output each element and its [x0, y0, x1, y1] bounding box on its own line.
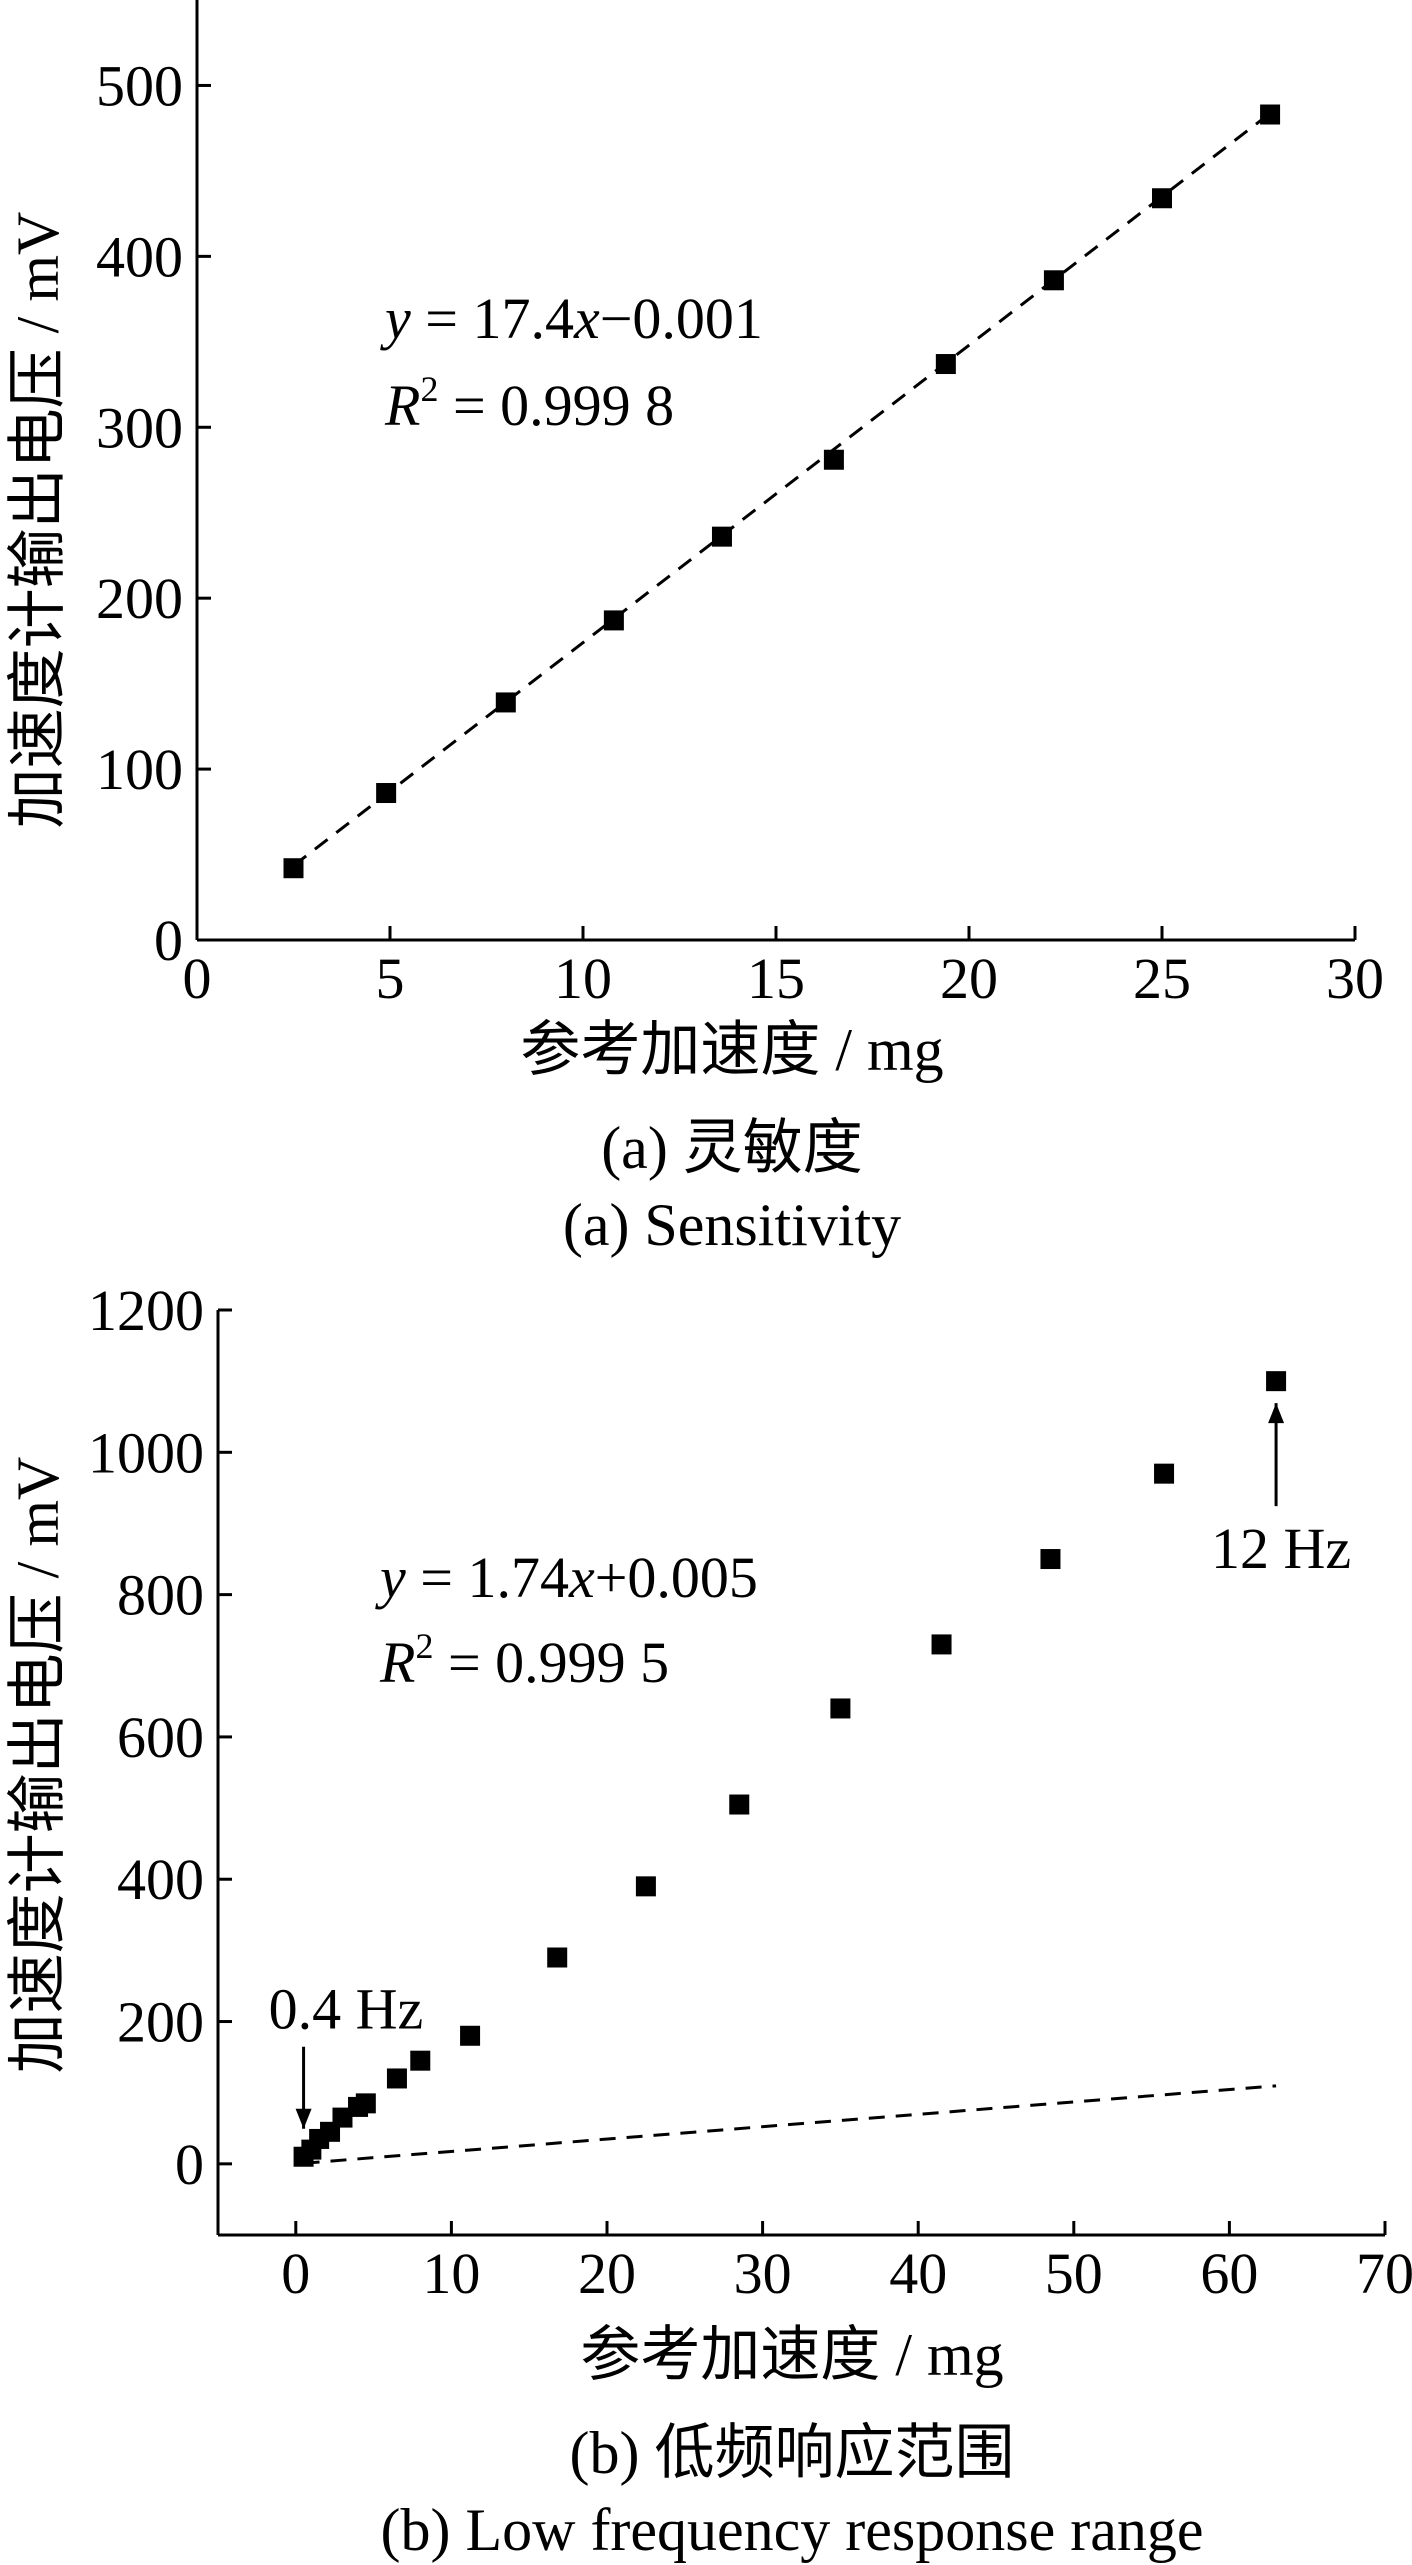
chart-a-points	[283, 104, 1281, 879]
chart-b-y-axis-label: 加速度计输出电压 / mV	[5, 1457, 71, 2074]
chart-b-x-tick-label: 30	[734, 2241, 792, 2306]
chart-b-y-tick-label: 0	[175, 2132, 204, 2197]
chart-b-y-tick-label: 600	[117, 1705, 204, 1770]
chart-b-data-point	[1154, 1463, 1175, 1484]
chart-a-data-point	[603, 610, 624, 631]
chart-b-fit-line	[303, 2084, 1277, 2165]
chart-a-y-tick-label: 100	[96, 737, 183, 802]
chart-b-x-tick-label: 10	[422, 2241, 480, 2306]
chart-a-y-tick-label: 500	[96, 53, 183, 118]
chart-a-data-point	[1260, 104, 1281, 125]
chart-b-y-tick-label: 200	[117, 1990, 204, 2055]
chart-b-data-point	[386, 2068, 407, 2089]
chart-a-x-tick-label: 20	[940, 946, 998, 1011]
chart-b-data-point	[830, 1698, 851, 1719]
chart-a-data-point	[1043, 270, 1064, 291]
chart-b-ticks: 0 10 20 30 40 50 60 70 0 200 400 600 800 1000 1200	[88, 1278, 1412, 2306]
chart-a-x-tick-label: 30	[1326, 946, 1384, 1011]
chart-b-data-point	[332, 2107, 353, 2128]
chart-a-y-tick-label: 200	[96, 566, 183, 631]
chart-a-y-axis-label: 加速度计输出电压 / mV	[5, 212, 71, 829]
chart-a-caption-cn: (a) 灵敏度	[601, 1115, 863, 1181]
chart-b-data-point	[460, 2025, 481, 2046]
chart-b-x-tick-label: 70	[1356, 2241, 1412, 2306]
chart-a-data-point	[495, 692, 516, 713]
chart-b-data-point	[355, 2093, 376, 2114]
chart-a-data-point	[376, 783, 397, 804]
chart-a-axes	[195, 0, 1355, 942]
chart-a-x-tick-label: 25	[1133, 946, 1191, 1011]
chart-b-r-squared: R2 = 0.999 5	[379, 1626, 669, 1695]
chart-a-data-point	[1152, 188, 1172, 209]
chart-b-data-point	[635, 1876, 656, 1897]
chart-a-x-axis-label: 参考加速度 / mg	[520, 1017, 943, 1083]
chart-b-data-point	[1040, 1549, 1061, 1570]
chart-b-y-tick-label: 1200	[88, 1278, 204, 1343]
chart-b: 0 10 20 30 40 50 60 70 0 200 400 600 800 1000 1200 y =…	[5, 1278, 1412, 2563]
chart-a-data-point	[711, 526, 732, 547]
chart-b-y-tick-label: 400	[117, 1847, 204, 1912]
annotation-label: 0.4 Hz	[269, 1977, 424, 2042]
chart-b-data-point	[410, 2050, 431, 2071]
chart-b-y-tick-label: 1000	[88, 1420, 204, 1485]
chart-b-equation: y = 1.74x+0.005	[375, 1545, 758, 1610]
chart-b-data-point	[1266, 1371, 1287, 1392]
chart-a-data-point	[823, 449, 844, 470]
chart-b-data-point	[547, 1947, 568, 1968]
chart-a-x-tick-label: 5	[376, 946, 405, 1011]
annotation-arrow-head	[295, 2108, 312, 2129]
chart-b-points	[293, 1371, 1287, 2167]
chart-b-x-axis-label: 参考加速度 / mg	[580, 2322, 1003, 2388]
chart-b-caption-en: (b) Low frequency response range	[381, 2497, 1204, 2563]
chart-b-caption-cn: (b) 低频响应范围	[570, 2420, 1015, 2486]
chart-b-axes	[216, 1310, 1385, 2237]
chart-b-x-tick-label: 40	[889, 2241, 947, 2306]
annotation-label: 12 Hz	[1211, 1516, 1351, 1581]
chart-a-caption-en: (a) Sensitivity	[563, 1192, 901, 1258]
chart-b-x-tick-label: 50	[1045, 2241, 1103, 2306]
chart-a-y-tick-label: 0	[154, 908, 183, 973]
chart-a-equation: y = 17.4x−0.001	[380, 286, 763, 351]
chart-a-x-tick-label: 15	[747, 946, 805, 1011]
chart-a-y-tick-label: 400	[96, 224, 183, 289]
chart-b-x-tick-label: 0	[281, 2241, 310, 2306]
chart-a-data-point	[283, 858, 304, 879]
chart-b-annotations: 0.4 Hz 12 Hz	[269, 1403, 1351, 2129]
chart-a-r-squared: R2 = 0.999 8	[384, 369, 674, 438]
chart-a-data-point	[935, 354, 956, 375]
chart-b-y-tick-label: 800	[117, 1563, 204, 1628]
chart-b-data-point	[931, 1634, 952, 1655]
chart-a-x-tick-label: 0	[183, 946, 212, 1011]
chart-a-fit-line	[292, 112, 1271, 867]
chart-b-data-point	[729, 1794, 750, 1815]
annotation-arrow-head	[1268, 1403, 1285, 1424]
chart-b-x-tick-label: 20	[578, 2241, 636, 2306]
chart-a-y-tick-label: 300	[96, 395, 183, 460]
chart-b-x-tick-label: 60	[1200, 2241, 1258, 2306]
chart-a-x-tick-label: 10	[554, 946, 612, 1011]
